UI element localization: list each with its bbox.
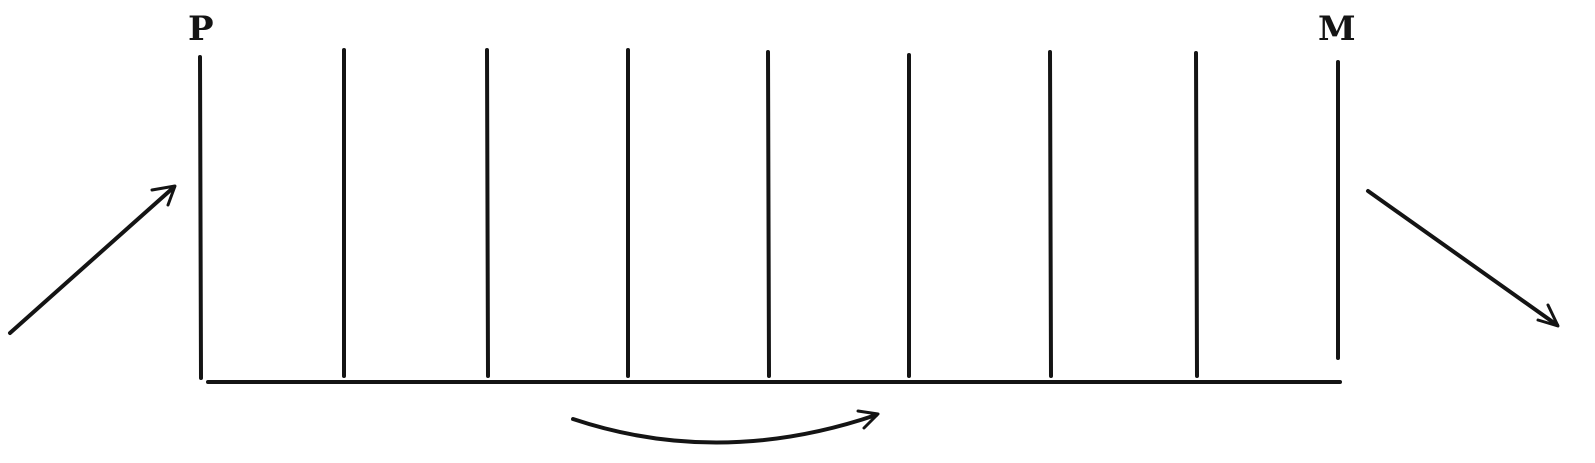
left-arrow-shaft bbox=[8, 185, 176, 335]
vertical-bar-1 bbox=[198, 55, 203, 380]
curved-arrow-shaft bbox=[571, 413, 878, 445]
vertical-bar-3 bbox=[485, 48, 490, 378]
left-arrow bbox=[8, 184, 177, 335]
vertical-bar-5 bbox=[766, 50, 771, 378]
left-arrow-head bbox=[150, 184, 177, 207]
vertical-bar-8 bbox=[1194, 51, 1199, 378]
right-arrow-head bbox=[1536, 303, 1560, 328]
vertical-bar-7 bbox=[1048, 50, 1053, 378]
right-arrow bbox=[1366, 189, 1560, 328]
label-m: M bbox=[1318, 9, 1356, 49]
vertical-bars bbox=[198, 48, 1340, 380]
label-p: P bbox=[188, 9, 214, 49]
bottom-curved-arrow bbox=[571, 409, 880, 445]
right-arrow-shaft bbox=[1366, 189, 1559, 327]
curved-arrow-head bbox=[856, 409, 880, 430]
